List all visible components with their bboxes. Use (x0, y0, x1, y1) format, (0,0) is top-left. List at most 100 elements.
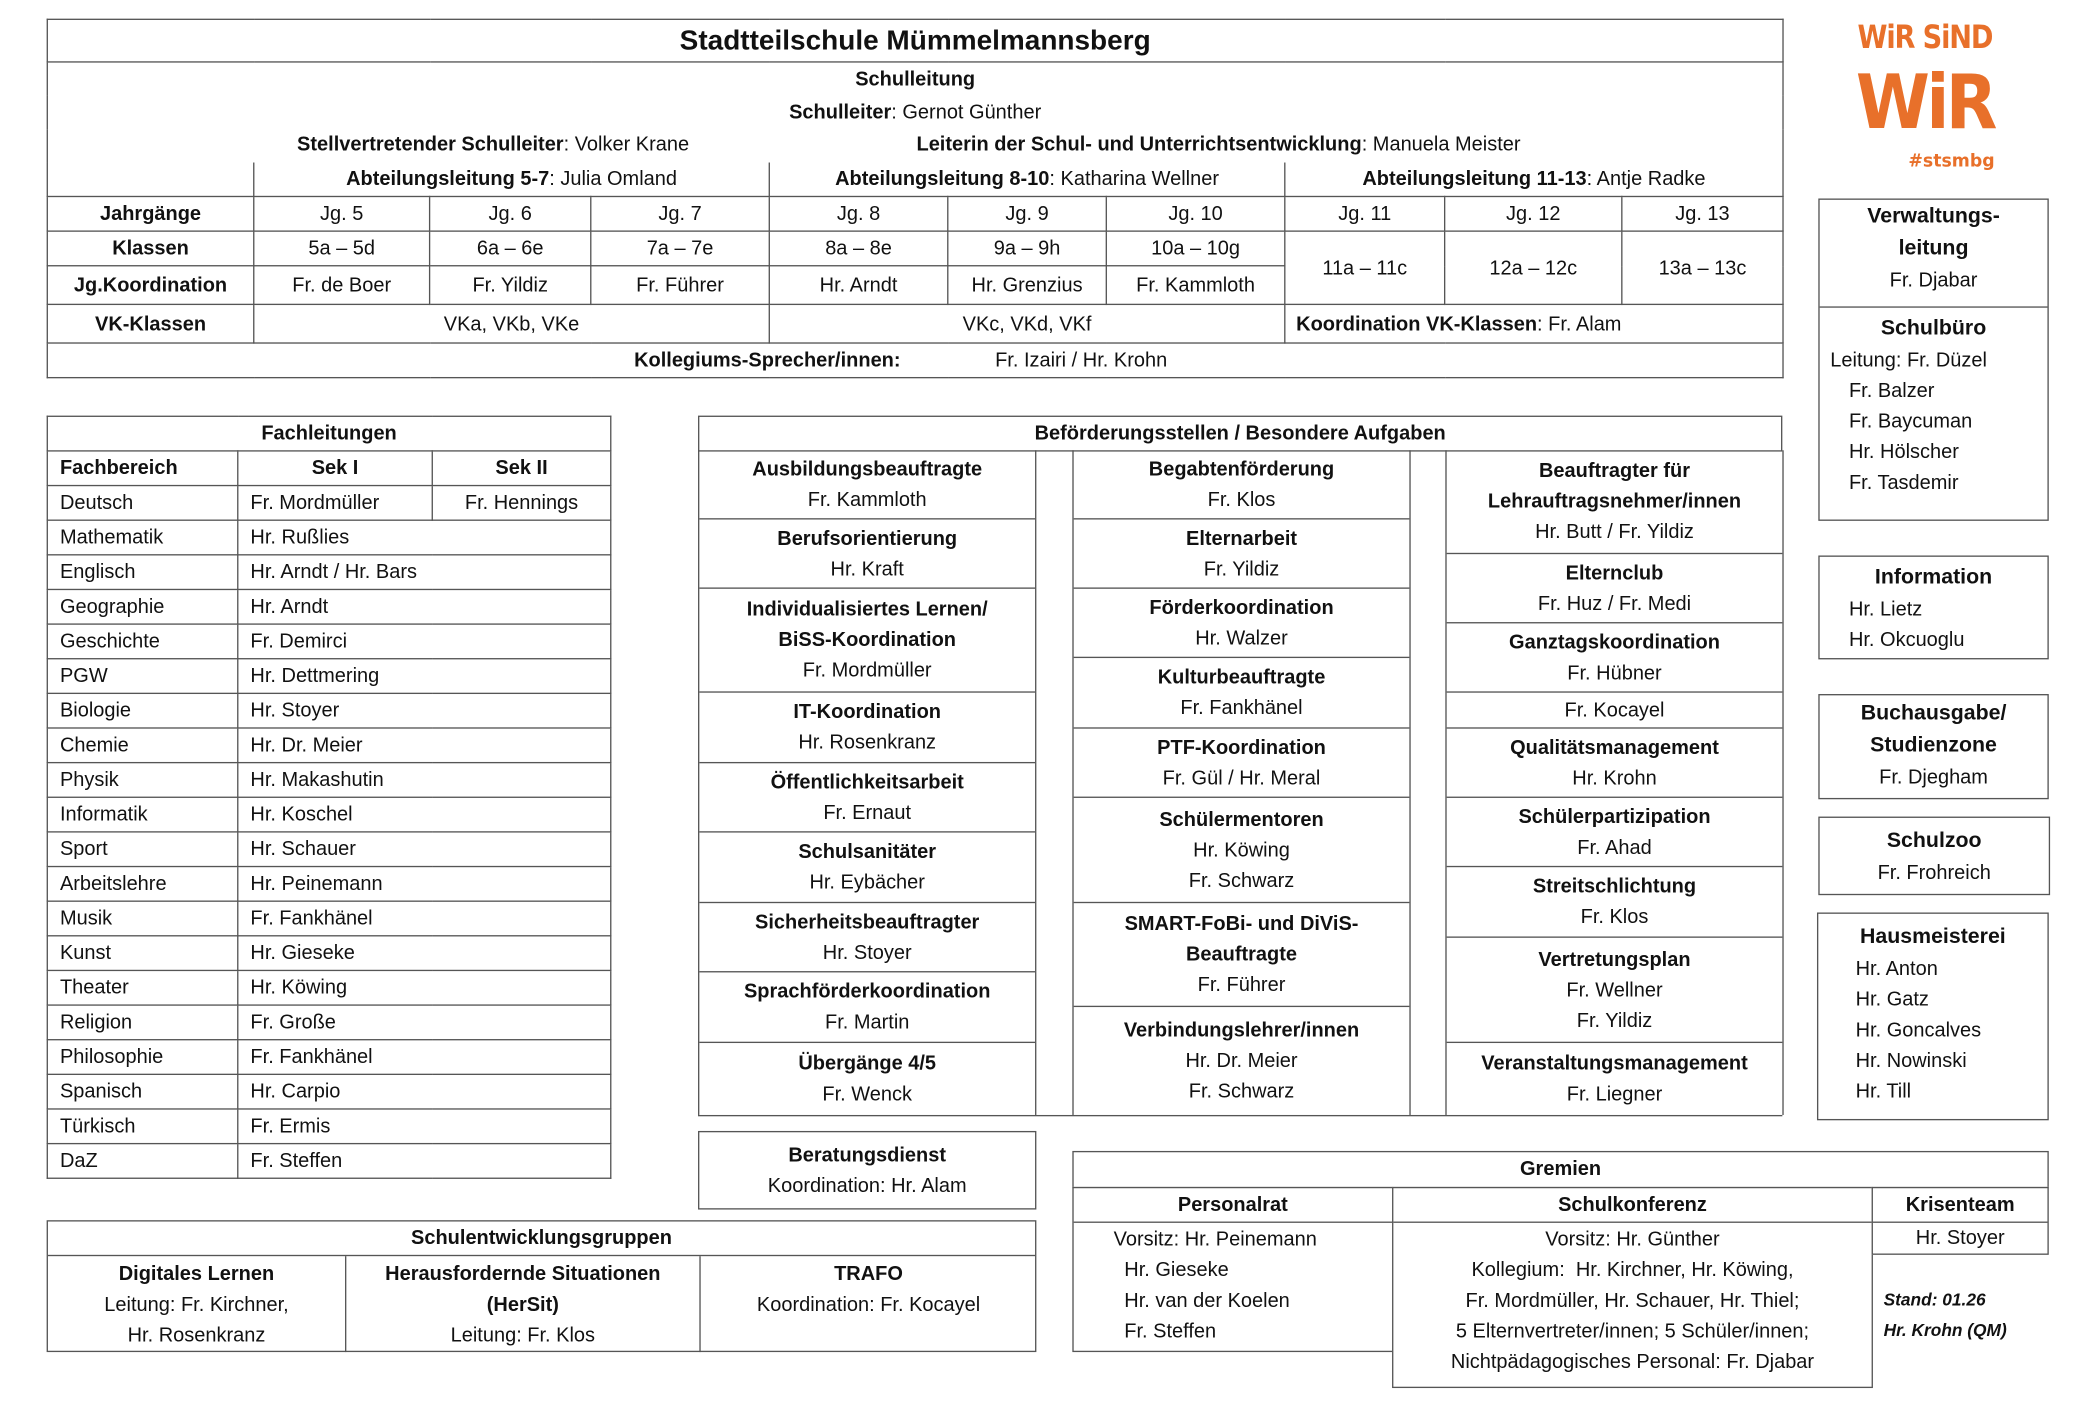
block-name: Leitung: Fr. Kirchner, (104, 1293, 289, 1317)
block-name: Fr. Mordmüller (802, 659, 932, 683)
befoerderung-cell: PTF-Koordination Fr. Gül / Hr. Meral (1073, 729, 1410, 798)
befoerderung-cell: IT-Koordination Hr. Rosenkranz (699, 693, 1036, 764)
block-name: Leitung: Fr. Klos (450, 1324, 596, 1347)
block-title: TRAFO (834, 1262, 903, 1286)
schulkonferenz-line: Vorsitz: Hr. Günther (1545, 1228, 1720, 1251)
block-name: Fr. Wellner (1566, 978, 1663, 1002)
block-name: Hr. Walzer (1195, 626, 1288, 650)
block-name: Fr. Ahad (1577, 835, 1652, 859)
vk-coord-label: Koordination VK-Klassen (1296, 312, 1538, 336)
block-title: Öffentlichkeitsarbeit (770, 770, 964, 794)
grade-cell: Jg. 8 (768, 195, 949, 232)
schulentwicklung-box: Schulentwicklungsgruppen Digitales Lerne… (46, 1220, 1037, 1353)
befoerderung-cell: Verbindungslehrer/innen Hr. Dr. Meier Fr. … (1074, 1007, 1410, 1115)
befoerderung-column: Begabtenförderung Fr. Klos Elternarbeit Fr.… (1072, 450, 1411, 1115)
logo-line2: WiR (1855, 59, 1998, 147)
stellvertreter-label: Stellvertretender Schulleiter (297, 133, 564, 156)
entwicklung-name: Manuela Meister (1362, 133, 1521, 156)
block-name: Fr. Hübner (1567, 661, 1662, 685)
fach-row: Arbeitslehre Hr. Peinemann (46, 865, 612, 902)
block-name: Fr. Führer (1197, 973, 1286, 997)
hausmeisterei-name: Hr. Goncalves (1855, 1019, 1982, 1042)
buchausgabe-title: Buchausgabe/ (1860, 702, 2007, 725)
logo-hashtag: #stsmbg (1908, 151, 1995, 172)
sek1-cell: Hr. Köwing (237, 969, 612, 1006)
befoerderung-cell: Sprachförderkoordination Fr. Martin (699, 972, 1036, 1044)
empty-cell (46, 162, 255, 198)
information-name: Hr. Okcuoglu (1848, 628, 1965, 652)
befoerderung-column: Ausbildungsbeauftragte Fr. Kammloth Berufs… (698, 450, 1037, 1115)
block-title: Sicherheitsbeauftragter (755, 910, 980, 934)
buchausgabe-title: Studienzone (1870, 733, 1997, 757)
befoerderung-cell: Ausbildungsbeauftragte Fr. Kammloth (699, 450, 1036, 520)
hausmeisterei-name: Hr. Nowinski (1855, 1049, 1967, 1073)
subject-cell: Religion (46, 1004, 239, 1041)
information-box: Information Hr. Lietz Hr. Okcuoglu (1818, 555, 2049, 660)
row-label-vk: VK-Klassen (46, 303, 255, 344)
buchausgabe-name: Fr. Djegham (1879, 765, 1988, 789)
block-title: Individualisiertes Lernen/ (746, 598, 988, 621)
schulleiter-label: Schulleiter (789, 101, 892, 124)
befoerderung-cell: Schulsanitäter Hr. Eybächer (699, 833, 1036, 904)
fach-row: Mathematik Hr. Rußlies (46, 519, 612, 556)
header-sek2: Sek II (431, 450, 612, 487)
block-title: Beauftragte (1185, 943, 1298, 966)
grade-cell: Jg. 6 (428, 195, 592, 232)
column-gap (1036, 450, 1072, 1115)
block-title: Qualitätsmanagement (1510, 735, 1719, 759)
block-name: Fr. Yildiz (1576, 1009, 1653, 1032)
sek1-cell: Hr. Rußlies (237, 519, 612, 556)
block-name: Fr. Klos (1207, 488, 1276, 511)
schulentwicklung-title: Schulentwicklungsgruppen (47, 1222, 1036, 1257)
block-name: Hr. Rosenkranz (127, 1324, 266, 1347)
hausmeisterei-name: Hr. Gatz (1855, 988, 1929, 1012)
schulkonferenz-title: Schulkonferenz (1393, 1188, 1872, 1223)
stand-author: Hr. Krohn (QM) (1883, 1320, 2007, 1341)
personalrat-box: Personalrat Vorsitz: Hr. Peinemann Hr. Gi… (1072, 1186, 1394, 1353)
beratungsdienst-title: Beratungsdienst (788, 1144, 947, 1167)
schulleiter-line: SchulleiterGernot Günther (46, 95, 1784, 130)
block-title: BiSS-Koordination (778, 628, 956, 652)
block-name: Fr. Schwarz (1188, 869, 1295, 892)
classes-cell: 12a – 12c (1443, 230, 1623, 306)
classes-cell: 10a – 10g (1105, 230, 1286, 267)
personalrat-line: Hr. Gieseke (1124, 1258, 1229, 1282)
header-fachbereich: Fachbereich (46, 450, 239, 487)
krisenteam-line: Hr. Stoyer (1915, 1226, 2005, 1250)
block-title: Verbindungslehrer/innen (1123, 1019, 1360, 1042)
befoerderung-cell: Beauftragter für Lehrauftragsnehmer/innen… (1446, 450, 1783, 555)
sek1-cell: Hr. Stoyer (237, 692, 612, 729)
coordinator-cell: Hr. Arndt (768, 265, 949, 306)
header-sek1: Sek I (237, 450, 433, 487)
hausmeisterei-name: Hr. Anton (1855, 957, 1938, 981)
subject-cell: Sport (46, 831, 239, 868)
beratungsdienst-box: Beratungsdienst Koordination: Hr. Alam (698, 1130, 1037, 1210)
fach-row: Informatik Hr. Koschel (46, 796, 612, 833)
krisenteam-title: Krisenteam (1872, 1188, 2048, 1223)
entwicklung-label: Leiterin der Schul- und Unterrichtsentwi… (916, 133, 1362, 156)
verwaltung-name: Fr. Djabar (1889, 269, 1978, 292)
logo-line1: WiR SiND (1857, 18, 1993, 56)
befoerderung-cell: Veranstaltungsmanagement Fr. Liegner (1447, 1043, 1783, 1115)
vk-group: VKa, VKb, VKe (253, 303, 770, 344)
block-title: (HerSit) (486, 1293, 559, 1317)
vk-group: VKc, VKd, VKf (768, 303, 1286, 344)
coordinator-cell: Fr. Yildiz (428, 265, 592, 306)
block-name: Hr. Rosenkranz (798, 731, 937, 754)
entwicklung: Leiterin der Schul- und Unterrichtsentwi… (916, 133, 1520, 156)
schulbuero-name: Leitung: Fr. Düzel (1830, 349, 1987, 372)
grade-cell: Jg. 7 (590, 195, 770, 232)
subject-cell: Türkisch (46, 1108, 239, 1145)
fach-row: Physik Hr. Makashutin (46, 761, 612, 798)
coordinator-cell: Fr. Kammloth (1105, 265, 1286, 306)
row-label-classes: Klassen (46, 230, 255, 267)
classes-cell: 7a – 7e (590, 230, 770, 267)
classes-cell: 9a – 9h (947, 230, 1107, 267)
sek1-cell: Fr. Ermis (237, 1108, 612, 1145)
sek1-cell: Hr. Schauer (237, 831, 612, 868)
schulbuero-name: Fr. Baycuman (1848, 410, 1973, 433)
fach-row: PGW Hr. Dettmering (46, 658, 612, 695)
fach-row: Theater Hr. Köwing (46, 969, 612, 1006)
fach-row: Türkisch Fr. Ermis (46, 1108, 612, 1145)
block-name: Fr. Klos (1580, 905, 1649, 929)
